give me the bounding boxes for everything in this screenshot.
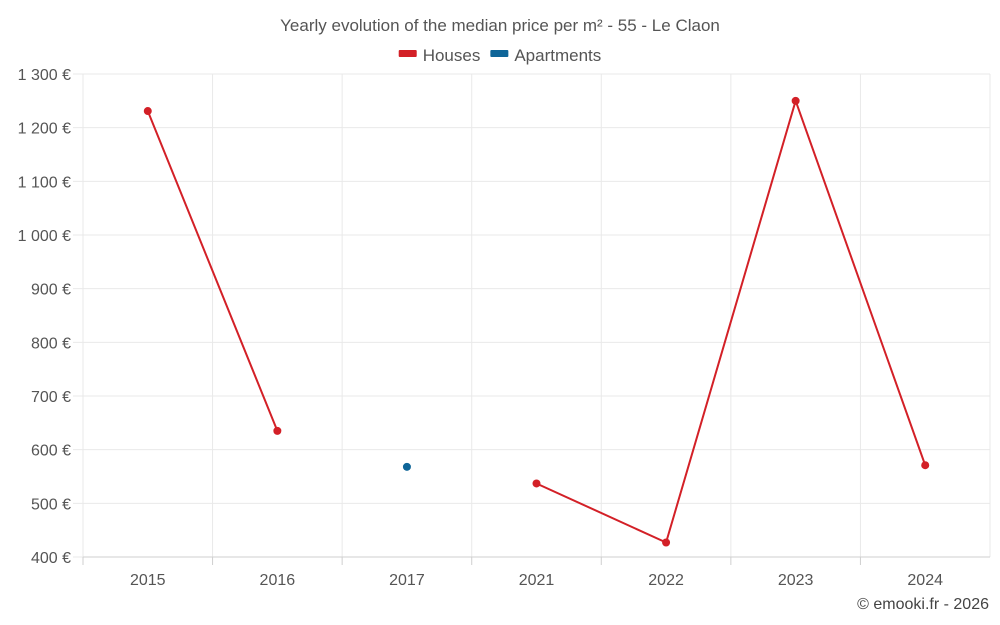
houses-point-2016[interactable] (273, 426, 282, 435)
series-layer (143, 96, 930, 547)
legend: Houses Apartments (398, 46, 601, 65)
houses-line-segment (535, 482, 668, 544)
y-tick-label: 900 € (31, 282, 71, 299)
y-tick-label: 700 € (31, 389, 71, 406)
y-tick-label: 400 € (31, 550, 71, 567)
y-tick-label: 800 € (31, 335, 71, 352)
houses-point-2015[interactable] (143, 107, 152, 116)
apartments-point-2017[interactable] (402, 462, 411, 471)
houses-line-segment (665, 99, 797, 544)
y-tick-label: 600 € (31, 443, 71, 460)
houses-point-2024[interactable] (921, 461, 930, 470)
y-tick-label: 1 000 € (18, 228, 71, 245)
vertical-gridlines (82, 74, 991, 557)
legend-swatch-houses[interactable] (398, 50, 417, 57)
x-axis-tick-labels: 2015 2016 2017 2021 2022 2023 2024 (82, 557, 943, 589)
houses-point-2022[interactable] (662, 538, 671, 547)
series-apartments (402, 462, 411, 471)
y-axis-tick-labels: 400 € 500 € 600 € 700 € 800 € 900 € 1 000 € 1 1… (18, 67, 71, 567)
legend-label-houses: Houses (423, 46, 481, 65)
x-tick-label: 2021 (519, 572, 555, 589)
x-tick-label: 2023 (778, 572, 814, 589)
horizontal-gridlines (73, 73, 990, 558)
y-tick-label: 1 100 € (18, 174, 71, 191)
y-tick-label: 1 200 € (18, 121, 71, 138)
houses-line-segment (794, 99, 927, 467)
x-tick-label: 2016 (260, 572, 296, 589)
legend-swatch-apartments[interactable] (490, 50, 509, 57)
houses-point-2023[interactable] (791, 96, 800, 105)
y-tick-label: 1 300 € (18, 67, 71, 84)
y-tick-label: 500 € (31, 496, 71, 513)
credit-text: © emooki.fr - 2026 (857, 596, 989, 613)
series-houses (143, 96, 930, 547)
chart-title: Yearly evolution of the median price per… (280, 16, 720, 35)
x-tick-label: 2024 (907, 572, 943, 589)
houses-point-2021[interactable] (532, 479, 541, 488)
x-tick-label: 2015 (130, 572, 166, 589)
x-tick-label: 2017 (389, 572, 425, 589)
houses-line-segment (146, 110, 279, 432)
x-tick-label: 2022 (648, 572, 684, 589)
legend-label-apartments: Apartments (514, 46, 601, 65)
